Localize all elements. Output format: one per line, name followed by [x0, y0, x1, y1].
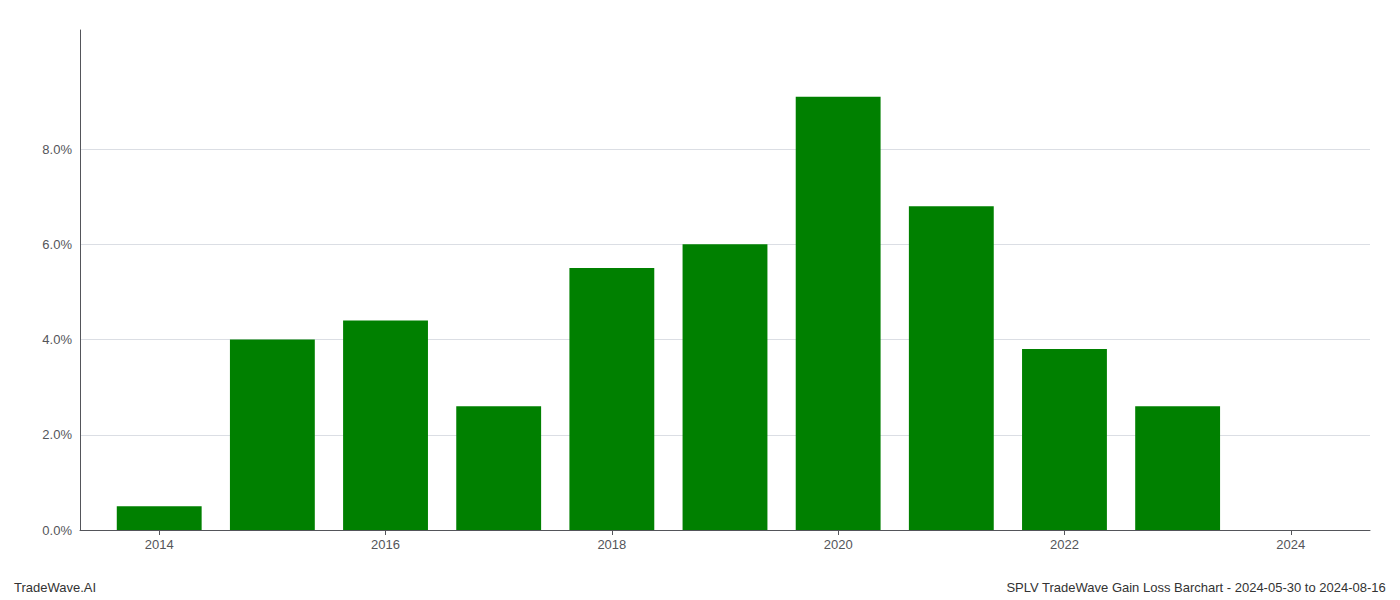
- svg-text:2014: 2014: [145, 537, 174, 552]
- svg-text:2022: 2022: [1050, 537, 1079, 552]
- svg-text:2.0%: 2.0%: [42, 427, 72, 442]
- svg-text:SPLV TradeWave Gain Loss Barch: SPLV TradeWave Gain Loss Barchart - 2024…: [1006, 580, 1385, 595]
- svg-text:2016: 2016: [371, 537, 400, 552]
- svg-text:2018: 2018: [597, 537, 626, 552]
- svg-text:2020: 2020: [824, 537, 853, 552]
- svg-text:TradeWave.AI: TradeWave.AI: [14, 580, 96, 595]
- svg-text:4.0%: 4.0%: [42, 332, 72, 347]
- svg-text:2024: 2024: [1276, 537, 1305, 552]
- svg-text:8.0%: 8.0%: [42, 142, 72, 157]
- svg-text:0.0%: 0.0%: [42, 523, 72, 538]
- svg-text:6.0%: 6.0%: [42, 237, 72, 252]
